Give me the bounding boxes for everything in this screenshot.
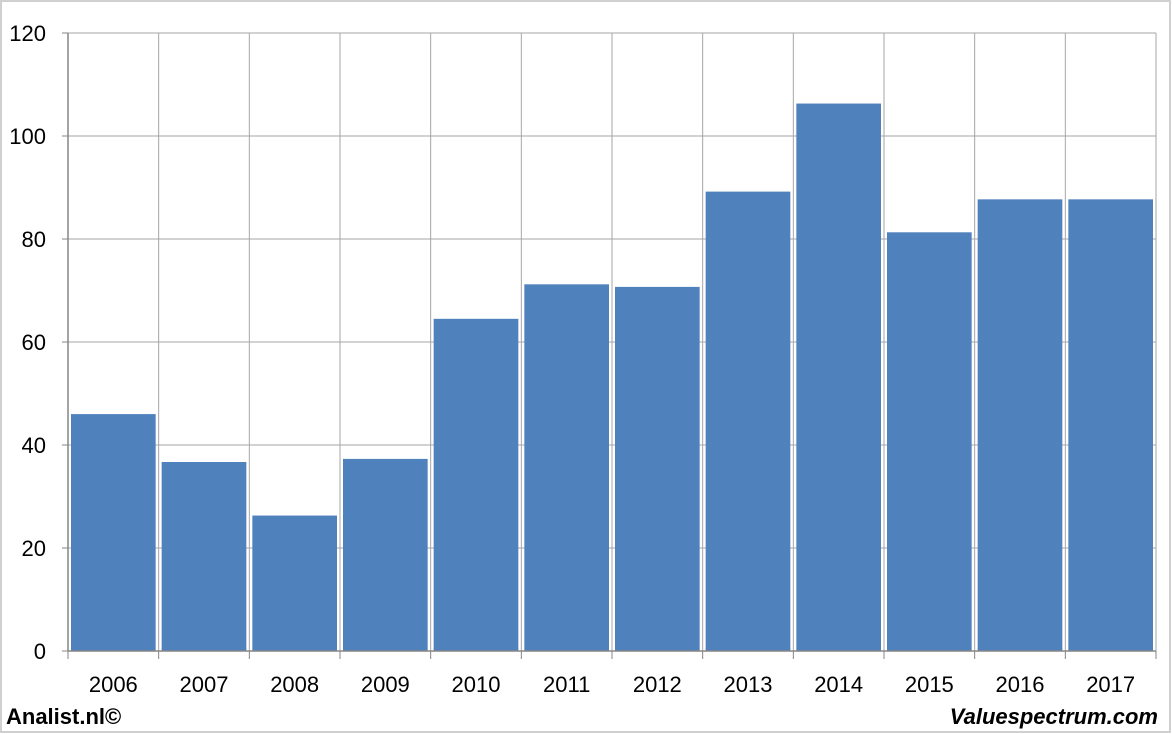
y-tick-labels: 0 20 40 60 80 100 120 [9, 21, 46, 664]
bar-2009 [343, 458, 428, 651]
y-tick-label: 20 [22, 536, 46, 561]
bar-2010 [433, 318, 519, 651]
y-tick-label: 0 [34, 639, 46, 664]
y-tick-label: 60 [22, 330, 46, 355]
x-tick-label: 2012 [633, 672, 682, 697]
x-tick-label: 2007 [180, 672, 229, 697]
y-tick-label: 40 [22, 433, 46, 458]
bar-2017 [1068, 199, 1153, 651]
bar-2011 [524, 284, 609, 651]
x-tick-label: 2009 [361, 672, 410, 697]
x-tick-labels: 2006 2007 2008 2009 2010 2011 2012 2013 2014 2015… [89, 672, 1135, 697]
x-tick-label: 2014 [814, 672, 863, 697]
axis-layer [62, 32, 1157, 659]
x-tick-label: 2016 [996, 672, 1045, 697]
bars-layer [71, 103, 1153, 652]
footer-left-credit: Analist.nl© [6, 704, 121, 729]
bar-2016 [977, 199, 1063, 651]
x-tick-label: 2017 [1086, 672, 1135, 697]
y-tick-label: 80 [22, 227, 46, 252]
y-tick-label: 100 [9, 124, 46, 149]
bar-2012 [615, 286, 700, 651]
x-tick-label: 2013 [724, 672, 773, 697]
bar-2013 [705, 191, 791, 651]
bar-2015 [887, 232, 972, 651]
y-tick-label: 120 [9, 21, 46, 46]
bar-2014 [796, 103, 881, 652]
x-tick-label: 2015 [905, 672, 954, 697]
bar-2006 [71, 414, 156, 651]
bar-2008 [252, 515, 337, 651]
bar-2007 [161, 461, 247, 651]
x-tick-label: 2011 [543, 672, 590, 697]
x-tick-label: 2008 [270, 672, 319, 697]
x-tick-label: 2006 [89, 672, 138, 697]
x-tick-label: 2010 [452, 672, 501, 697]
footer-right-credit: Valuespectrum.com [950, 704, 1158, 729]
